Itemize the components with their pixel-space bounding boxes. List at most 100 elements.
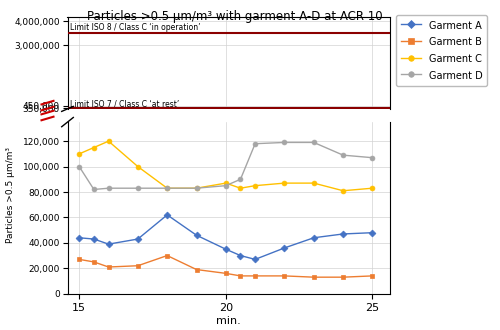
Garment D [223, 113, 229, 116]
Garment A [91, 237, 97, 241]
Garment C [91, 112, 97, 116]
Garment C [135, 112, 141, 116]
Garment C [370, 113, 376, 116]
Garment C [370, 186, 376, 190]
Garment D [238, 113, 244, 116]
Line: Garment D: Garment D [77, 111, 375, 117]
Garment C [76, 112, 82, 116]
Garment B [282, 274, 288, 278]
Garment C [311, 181, 317, 185]
Line: Garment B: Garment B [77, 253, 375, 280]
Line: Garment B: Garment B [77, 114, 375, 119]
Garment C [340, 113, 346, 116]
Garment D [238, 177, 244, 181]
Garment B [340, 275, 346, 279]
Garment A [370, 231, 376, 235]
Garment D [135, 113, 141, 116]
Garment B [164, 114, 170, 118]
Garment D [106, 113, 112, 116]
Garment B [106, 265, 112, 269]
Text: Particles >0.5 μm/m³: Particles >0.5 μm/m³ [6, 147, 16, 243]
Garment C [91, 146, 97, 149]
Garment B [106, 114, 112, 118]
Garment A [164, 213, 170, 217]
Garment C [135, 165, 141, 169]
Garment A [223, 247, 229, 251]
Garment D [311, 141, 317, 145]
Garment B [164, 253, 170, 257]
Garment D [311, 112, 317, 116]
Garment A [238, 114, 244, 118]
Legend: Garment A, Garment B, Garment C, Garment D: Garment A, Garment B, Garment C, Garment… [396, 15, 487, 86]
Garment B [252, 274, 258, 278]
Garment A [106, 242, 112, 246]
Garment C [282, 113, 288, 116]
Garment D [370, 112, 376, 116]
Garment D [164, 113, 170, 116]
Garment D [340, 112, 346, 116]
Garment A [311, 114, 317, 117]
Garment C [340, 189, 346, 193]
Garment A [194, 114, 200, 117]
Garment D [194, 113, 200, 116]
Garment D [252, 112, 258, 116]
Garment C [238, 186, 244, 190]
Garment A [252, 114, 258, 118]
Text: Limit ISO 8 / Class C ‘in operation’: Limit ISO 8 / Class C ‘in operation’ [70, 23, 201, 32]
Garment A [340, 114, 346, 117]
X-axis label: min.: min. [216, 316, 241, 326]
Line: Garment D: Garment D [77, 140, 375, 192]
Garment C [223, 113, 229, 116]
Garment C [252, 113, 258, 116]
Garment D [340, 153, 346, 157]
Garment B [311, 275, 317, 279]
Garment D [252, 142, 258, 146]
Garment A [164, 113, 170, 117]
Garment B [223, 271, 229, 275]
Line: Garment C: Garment C [77, 139, 375, 193]
Garment C [238, 113, 244, 116]
Garment C [164, 113, 170, 116]
Garment A [340, 232, 346, 236]
Garment C [223, 181, 229, 185]
Garment A [194, 233, 200, 237]
Garment D [135, 186, 141, 190]
Garment D [76, 112, 82, 116]
Garment B [370, 114, 376, 118]
Garment C [164, 186, 170, 190]
Garment B [340, 114, 346, 118]
Garment A [135, 237, 141, 241]
Garment B [194, 114, 200, 118]
Garment D [164, 186, 170, 190]
Garment B [194, 268, 200, 272]
Garment A [282, 246, 288, 250]
Garment B [223, 114, 229, 118]
Garment C [311, 113, 317, 116]
Garment B [91, 260, 97, 264]
Garment A [135, 114, 141, 117]
Garment C [76, 152, 82, 156]
Garment A [76, 114, 82, 117]
Garment B [238, 274, 244, 278]
Garment B [238, 114, 244, 118]
Garment B [135, 264, 141, 268]
Garment D [282, 141, 288, 145]
Garment A [223, 114, 229, 118]
Garment B [282, 114, 288, 118]
Garment B [91, 114, 97, 118]
Garment B [76, 114, 82, 118]
Garment A [370, 114, 376, 117]
Garment C [282, 181, 288, 185]
Garment C [252, 184, 258, 188]
Garment D [194, 186, 200, 190]
Garment B [76, 257, 82, 261]
Garment B [311, 114, 317, 118]
Garment D [106, 186, 112, 190]
Text: Particles >0.5 μm/m³ with garment A-D at ACR 10: Particles >0.5 μm/m³ with garment A-D at… [87, 10, 383, 23]
Garment D [282, 112, 288, 116]
Garment B [135, 114, 141, 118]
Garment D [76, 165, 82, 169]
Garment C [106, 112, 112, 115]
Line: Garment C: Garment C [77, 111, 375, 117]
Garment A [252, 257, 258, 261]
